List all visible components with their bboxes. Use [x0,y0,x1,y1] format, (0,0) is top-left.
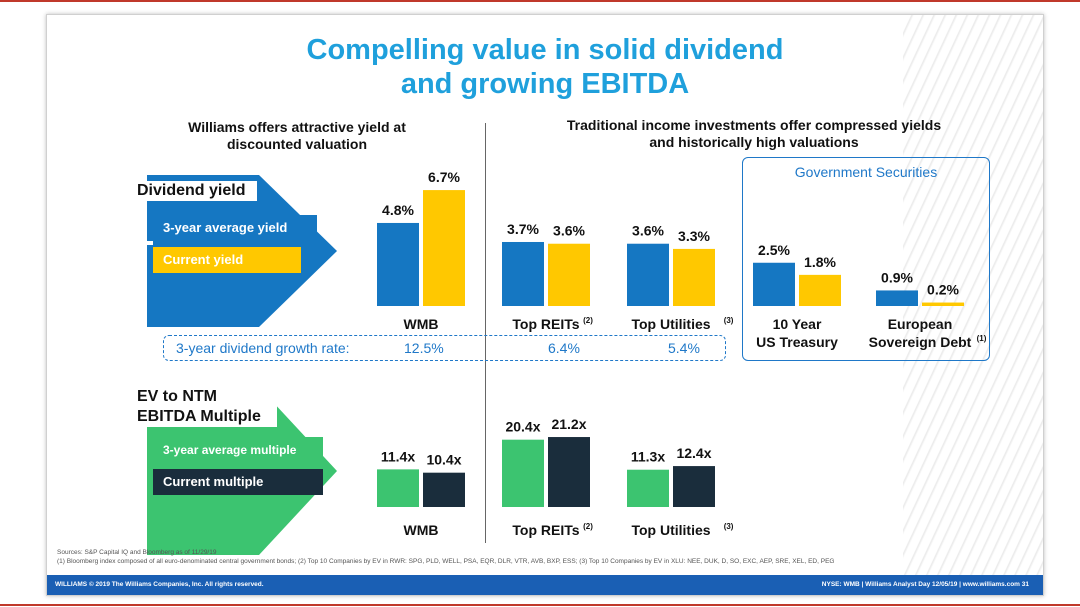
yield-bar-2-1 [673,248,715,306]
yield-footnote-mark-4: (1) [977,334,987,343]
left-subheading: Williams offers attractive yield at disco… [188,119,406,152]
dividend-yield-label: Dividend yield [133,181,257,201]
yield-bar-3-0 [753,262,795,306]
yield-bar-1-0 [502,241,544,306]
yield-bar-0-0 [377,222,419,306]
sources-line: Sources: S&P Capital IQ and Bloomberg as… [57,549,217,556]
dividend-growth-box: 3-year dividend growth rate: 12.5% 6.4% … [163,335,726,361]
yield-bar-3-1 [799,274,841,306]
multiple-bar-0-0 [377,469,419,507]
arrow-gap [147,241,153,245]
yield-data-label-2-0: 3.6% [632,223,664,239]
frame-bottom-line [0,604,1080,606]
multiple-data-label-2-0: 11.3x [631,449,665,465]
section-divider [485,123,486,543]
multiple-bar-1-1 [548,437,590,507]
multiple-bar-1-0 [502,439,544,507]
multiple-data-label-1-0: 20.4x [505,419,540,435]
yield-data-label-4-1: 0.2% [927,282,959,298]
decorative-pattern [903,15,1043,575]
yield-bar-4-0 [876,290,918,306]
yield-category-label2-3: US Treasury [756,334,838,350]
yield-data-label-0-1: 6.7% [428,169,460,185]
multiple-category-label-0: WMB [404,522,439,538]
bar-charts: 4.8% 6.7% WMB 3.7% 3.6% Top REITs (2) 3.6% 3.3% T… [377,169,987,538]
yield-data-label-1-1: 3.6% [553,223,585,239]
yield-data-label-3-0: 2.5% [758,242,790,258]
multiple-data-label-2-1: 12.4x [676,445,711,461]
multiple-category-label-1: Top REITs [512,522,579,538]
yield-category-label-3: 10 Year [773,316,822,332]
slide-title-line2: and growing EBITDA [400,68,690,100]
multiple-data-label-0-1: 10.4x [426,452,461,468]
multiple-category-label-2: Top Utilities [631,522,710,538]
current-multiple-band: Current multiple [153,469,323,495]
frame-top-line [0,0,1080,2]
yield-bar-1-1 [548,243,590,306]
multiple-bar-0-1 [423,472,465,507]
yield-data-label-4-0: 0.9% [881,269,913,285]
growth-reits: 6.4% [548,340,580,356]
growth-utilities: 5.4% [668,340,700,356]
multiple-bar-2-0 [627,469,669,507]
yield-data-label-3-1: 1.8% [804,254,836,270]
multiple-footnote-mark-2: (3) [724,522,734,531]
yield-bar-2-0 [627,243,669,306]
slide-title-line1: Compelling value in solid dividend [306,34,784,66]
growth-wmb: 12.5% [404,340,444,356]
yield-footnote-mark-2: (3) [724,316,734,325]
yield-category-label-1: Top REITs [512,316,579,332]
right-subheading: Traditional income investments offer com… [566,117,942,150]
multiple-footnote-mark-1: (2) [583,522,593,531]
multiple-data-label-1-1: 21.2x [551,416,586,432]
yield-category-label-2: Top Utilities [631,316,710,332]
government-securities-box: Government Securities [742,157,990,361]
multiple-bar-2-1 [673,466,715,507]
multiple-data-label-0-0: 11.4x [381,448,415,464]
footer-info: NYSE: WMB | Williams Analyst Day 12/05/1… [821,581,1029,588]
yield-data-label-1-0: 3.7% [507,221,539,237]
yield-data-label-2-1: 3.3% [678,228,710,244]
yield-category-label-0: WMB [404,316,439,332]
yield-bar-0-1 [423,190,465,306]
yield-bar-4-1 [922,302,964,306]
footer-copyright: WILLIAMS © 2019 The Williams Companies, … [55,581,264,588]
avg-multiple-band: 3-year average multiple [153,437,323,463]
footnotes-line: (1) Bloomberg index composed of all euro… [57,558,835,565]
avg-yield-band: 3-year average yield [153,215,317,241]
yield-footnote-mark-1: (2) [583,316,593,325]
yield-category-label-4: European [888,316,953,332]
footer-bar: WILLIAMS © 2019 The Williams Companies, … [47,575,1043,595]
yield-data-label-0-0: 4.8% [382,202,414,218]
current-yield-band: Current yield [153,247,301,273]
government-securities-title: Government Securities [794,164,938,180]
ev-ebitda-label: EV to NTM EBITDA Multiple [133,387,277,427]
yield-category-label2-4: Sovereign Debt [869,334,972,350]
growth-label: 3-year dividend growth rate: [176,340,350,356]
slide: Compelling value in solid dividend and g… [46,14,1044,596]
